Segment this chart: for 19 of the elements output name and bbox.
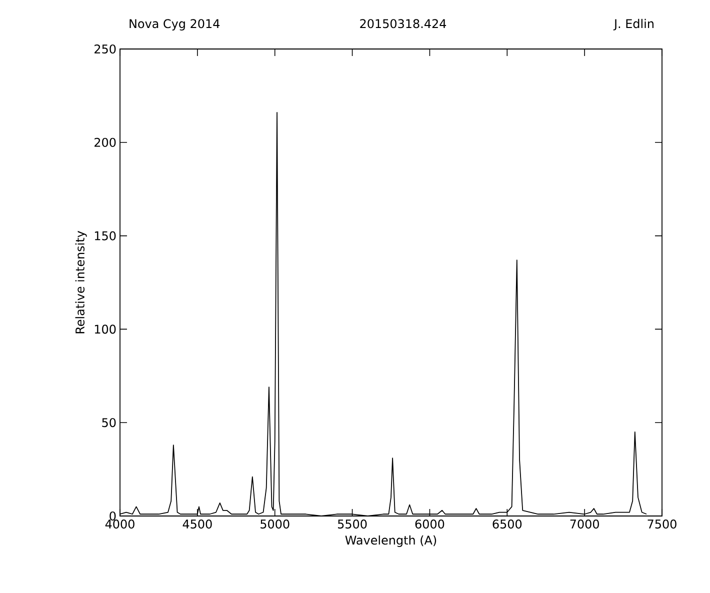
y-tick-label: 0 <box>110 511 116 521</box>
y-tick-label: 50 <box>102 418 116 428</box>
y-axis-title: Relative intensity <box>75 230 87 334</box>
y-tick-label: 250 <box>94 44 116 54</box>
chart-title: Nova Cyg 2014 <box>130 19 220 30</box>
text: J. Edlin <box>613 18 654 30</box>
x-tick-label: 5500 <box>338 520 367 529</box>
x-tick-label: 5000 <box>260 520 290 529</box>
y-tick-label: 150 <box>94 231 116 240</box>
x-tick-label: 7000 <box>570 520 599 529</box>
y-tick-label: 200 <box>94 138 116 147</box>
x-tick-label: 4000 <box>105 520 134 529</box>
x-tick-label: 6000 <box>415 520 444 529</box>
y-tick-label: 100 <box>94 324 116 334</box>
text: 20150318.424 <box>360 19 446 28</box>
x-tick-label: 4500 <box>182 520 212 529</box>
x-tick-label: 7500 <box>648 520 676 529</box>
x-tick-label: 6500 <box>492 520 522 529</box>
x-axis-title: Wavelength (A) <box>345 535 436 547</box>
